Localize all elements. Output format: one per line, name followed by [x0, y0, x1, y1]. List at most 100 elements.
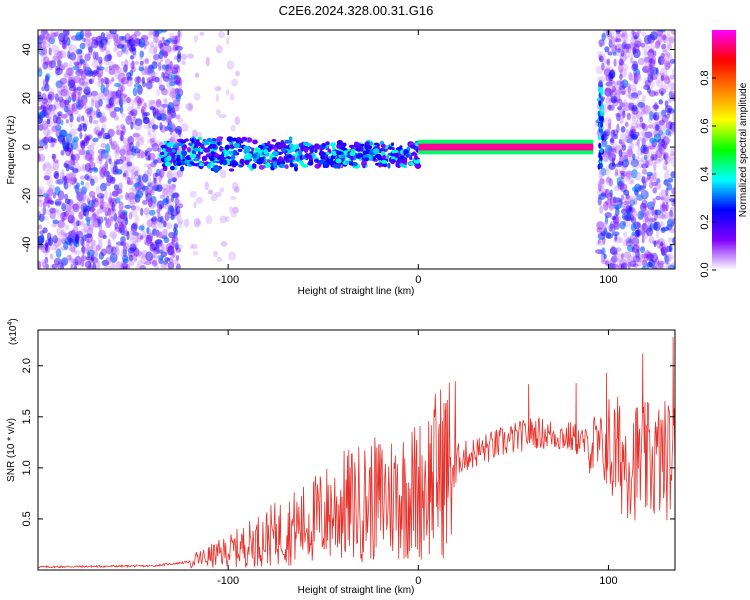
spectrogram-cell — [68, 44, 77, 54]
spectrogram-cell — [73, 107, 79, 115]
spectrogram-cell — [99, 157, 103, 166]
spectrogram-cell — [272, 157, 277, 161]
spectrogram-cell — [156, 205, 161, 211]
spectrogram-cell — [618, 149, 623, 157]
spectrogram-cell — [49, 207, 56, 214]
spectrogram-cell — [72, 136, 79, 143]
spectrogram-cell — [87, 43, 93, 50]
spectrogram-cell — [141, 136, 145, 144]
spectrogram-cell — [390, 159, 396, 163]
spectrogram-cell — [169, 165, 175, 171]
spectrogram-cell — [38, 195, 42, 203]
spectrogram-cell — [152, 34, 159, 44]
spectrogram-cell — [616, 113, 621, 122]
spectrogram-cell — [605, 81, 613, 87]
spectrogram-cell — [669, 227, 675, 234]
spectrogram-cell — [46, 118, 51, 125]
spectrogram-cell — [171, 69, 176, 75]
spectrogram-cell — [103, 216, 107, 221]
spectrogram-cell — [104, 207, 112, 216]
spectrogram-cell — [254, 147, 261, 153]
spectrogram-cell — [135, 118, 143, 127]
spectrogram-cell — [614, 168, 619, 176]
spectrogram-cell — [414, 163, 422, 169]
spectrogram-cell — [630, 195, 638, 201]
spectrogram-cell — [190, 162, 196, 166]
spectrogram-cell — [661, 72, 665, 80]
spectrogram-cell — [168, 71, 173, 78]
spectrogram-cell — [631, 169, 638, 179]
spectrogram-cell — [45, 110, 49, 117]
spectrogram-cell — [627, 71, 633, 81]
spectrogram-cell — [127, 192, 136, 201]
spectrogram-cell — [41, 46, 48, 56]
spectrogram-cell — [55, 124, 59, 133]
spectrogram-cell — [105, 152, 110, 162]
spectrogram-cell — [658, 192, 663, 198]
spectrogram-cell — [111, 261, 116, 269]
spectrogram-cell — [108, 65, 113, 70]
spectrogram-cell — [647, 52, 653, 59]
spectrogram-cell — [56, 209, 63, 217]
spectrogram-cell — [71, 154, 76, 161]
spectrogram-cell — [56, 50, 63, 60]
spectrogram-cell — [631, 231, 636, 236]
spectrogram-cell — [73, 61, 80, 66]
spectrogram-cell — [139, 50, 145, 58]
spectrogram-cell — [232, 149, 238, 156]
spectrogram-cell — [305, 154, 313, 159]
spectrogram-cell — [75, 230, 84, 239]
spectrogram-cell — [378, 163, 383, 168]
spectrogram-cell — [602, 58, 610, 65]
spectrogram-cell — [61, 137, 66, 145]
spectrogram-cell — [203, 147, 211, 153]
spectrogram-cell — [620, 50, 625, 57]
spectrogram-cell — [44, 163, 52, 169]
spectrogram-cell — [215, 93, 219, 103]
spectrogram-cell — [647, 86, 651, 94]
spectrogram-cell — [184, 156, 192, 160]
spectrogram-cell — [164, 161, 172, 167]
spectrogram-cell — [140, 108, 145, 114]
spectrogram-cell — [126, 231, 130, 241]
spectrogram-cell — [90, 90, 98, 97]
spectrogram-cell — [118, 210, 123, 215]
spectrogram-cell — [63, 105, 69, 113]
snr-x-ticks: -100 0 100 — [217, 330, 618, 587]
spectrogram-cell — [81, 253, 85, 263]
spectrogram-cell — [88, 224, 93, 235]
spectrogram-cell — [632, 77, 639, 85]
spectrogram-cell — [180, 140, 187, 144]
spectrogram-cell — [175, 254, 180, 261]
spectrogram-cell — [42, 227, 48, 234]
spectrogram-cell — [608, 79, 614, 89]
spectrogram-cell — [51, 107, 56, 117]
spectrogram-cell — [639, 225, 645, 232]
spectrogram-cell — [219, 145, 223, 151]
spectrogram-cell — [68, 230, 76, 236]
spectrogram-cell — [630, 36, 637, 46]
spectrogram-cell — [623, 266, 628, 269]
spectrogram-cell — [78, 188, 87, 198]
spectrogram-cell — [643, 105, 649, 113]
spectrogram-cell — [122, 159, 129, 170]
spectrogram-cell — [619, 220, 626, 230]
spectrogram-cell — [167, 262, 175, 269]
spectrogram-cell — [642, 55, 649, 64]
spectrogram-cell — [113, 165, 117, 172]
spectrogram-cell — [666, 39, 671, 49]
spectrogram-cell — [654, 264, 659, 269]
spectrogram-cell — [90, 70, 98, 75]
spectrogram-cell — [63, 162, 68, 168]
spectrogram-cell — [137, 174, 142, 184]
spectrogram-cell — [661, 115, 669, 123]
spectrogram-cell — [105, 244, 114, 255]
spectrogram-cell — [67, 214, 76, 224]
spectrogram-cell — [83, 63, 87, 72]
spectrogram-cell — [81, 240, 85, 247]
spectrogram-cell — [175, 92, 181, 102]
spectrogram-cell — [171, 183, 177, 188]
spectrogram-cell — [158, 204, 163, 211]
spectrogram-cell — [68, 159, 74, 168]
spectrogram-cell — [636, 106, 641, 111]
